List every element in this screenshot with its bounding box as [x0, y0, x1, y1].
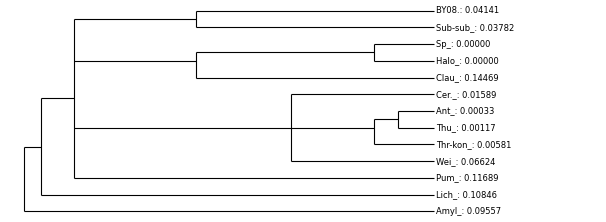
Text: Thu_: 0.00117: Thu_: 0.00117 — [436, 123, 496, 132]
Text: Clau_: 0.14469: Clau_: 0.14469 — [436, 73, 499, 82]
Text: Ant_: 0.00033: Ant_: 0.00033 — [436, 107, 494, 115]
Text: Amyl_: 0.09557: Amyl_: 0.09557 — [436, 207, 501, 216]
Text: Sub-sub_: 0.03782: Sub-sub_: 0.03782 — [436, 23, 514, 32]
Text: Cer._: 0.01589: Cer._: 0.01589 — [436, 90, 496, 99]
Text: Pum_: 0.11689: Pum_: 0.11689 — [436, 173, 499, 182]
Text: Lich_: 0.10846: Lich_: 0.10846 — [436, 190, 497, 199]
Text: BY08.: 0.04141: BY08.: 0.04141 — [436, 6, 499, 15]
Text: Thr-kon_: 0.00581: Thr-kon_: 0.00581 — [436, 140, 511, 149]
Text: Wei_: 0.06624: Wei_: 0.06624 — [436, 157, 495, 166]
Text: Sp_: 0.00000: Sp_: 0.00000 — [436, 40, 490, 49]
Text: Halo_: 0.00000: Halo_: 0.00000 — [436, 56, 499, 65]
